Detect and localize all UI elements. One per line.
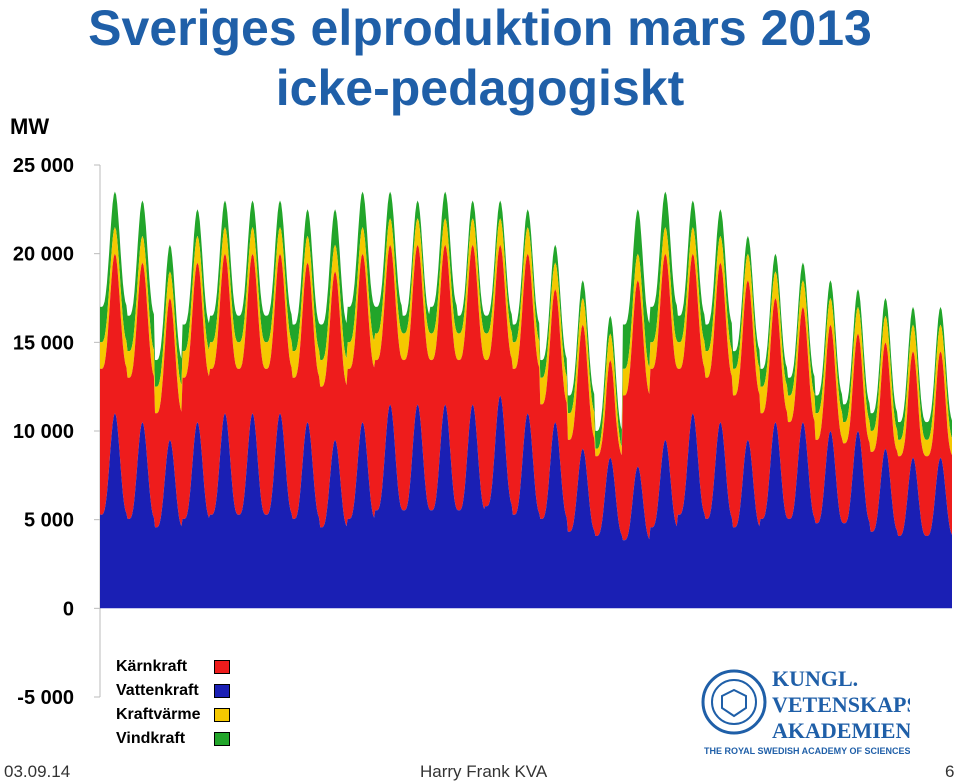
seal-inner-ring (711, 679, 757, 725)
area-vindkraft (100, 191, 952, 449)
legend-label: Kraftvärme (116, 706, 201, 723)
y-tick-label: 20 000 (13, 244, 74, 266)
y-axis: 25 000 20 000 15 000 10 000 5 000 0 -5 000 (13, 155, 101, 709)
y-tick-label: 15 000 (13, 332, 74, 354)
y-tick-label: 25 000 (13, 155, 74, 177)
legend-item-vattenkraft: Vattenkraft (116, 680, 236, 704)
legend: Kärnkraft Vattenkraft Kraftvärme Vindkra… (116, 656, 236, 752)
footer-date: 03.09.14 (4, 762, 71, 781)
legend-item-karnkraft: Kärnkraft (116, 656, 236, 680)
logo-line4: THE ROYAL SWEDISH ACADEMY OF SCIENCES (704, 746, 910, 756)
academy-logo: KUNGL. VETENSKAPS- AKADEMIEN THE ROYAL S… (701, 666, 910, 756)
legend-swatch (214, 732, 230, 746)
logo-line3: AKADEMIEN (772, 718, 910, 743)
area-karnkraft (100, 244, 952, 541)
legend-label: Kärnkraft (116, 658, 188, 675)
legend-item-vindkraft: Vindkraft (116, 728, 236, 752)
logo-line2: VETENSKAPS- (772, 692, 910, 717)
legend-swatch (214, 684, 230, 698)
y-tick-label: 10 000 (13, 421, 74, 443)
legend-swatch (214, 708, 230, 722)
logo-line1: KUNGL. (772, 666, 858, 691)
legend-label: Vindkraft (116, 730, 186, 747)
chart-title-line1: Sveriges elproduktion mars 2013 (88, 0, 872, 56)
y-axis-unit: MW (10, 114, 49, 139)
seal-outer-ring (701, 669, 767, 735)
y-tick-label: 5 000 (24, 510, 74, 532)
legend-label: Vattenkraft (116, 682, 199, 699)
legend-swatch (214, 660, 230, 674)
footer-author: Harry Frank KVA (420, 762, 548, 781)
area-vattenkraft (100, 395, 952, 609)
y-tick-label: -5 000 (17, 687, 74, 709)
area-kraftvarme (100, 218, 952, 457)
y-tick-label: 0 (63, 598, 74, 620)
stacked-areas (100, 191, 952, 609)
chart-title-line2: icke-pedagogiskt (275, 60, 685, 116)
footer-page-number: 6 (945, 762, 955, 781)
seal-crest-icon (721, 688, 747, 718)
legend-item-kraftvarme: Kraftvärme (116, 704, 236, 728)
